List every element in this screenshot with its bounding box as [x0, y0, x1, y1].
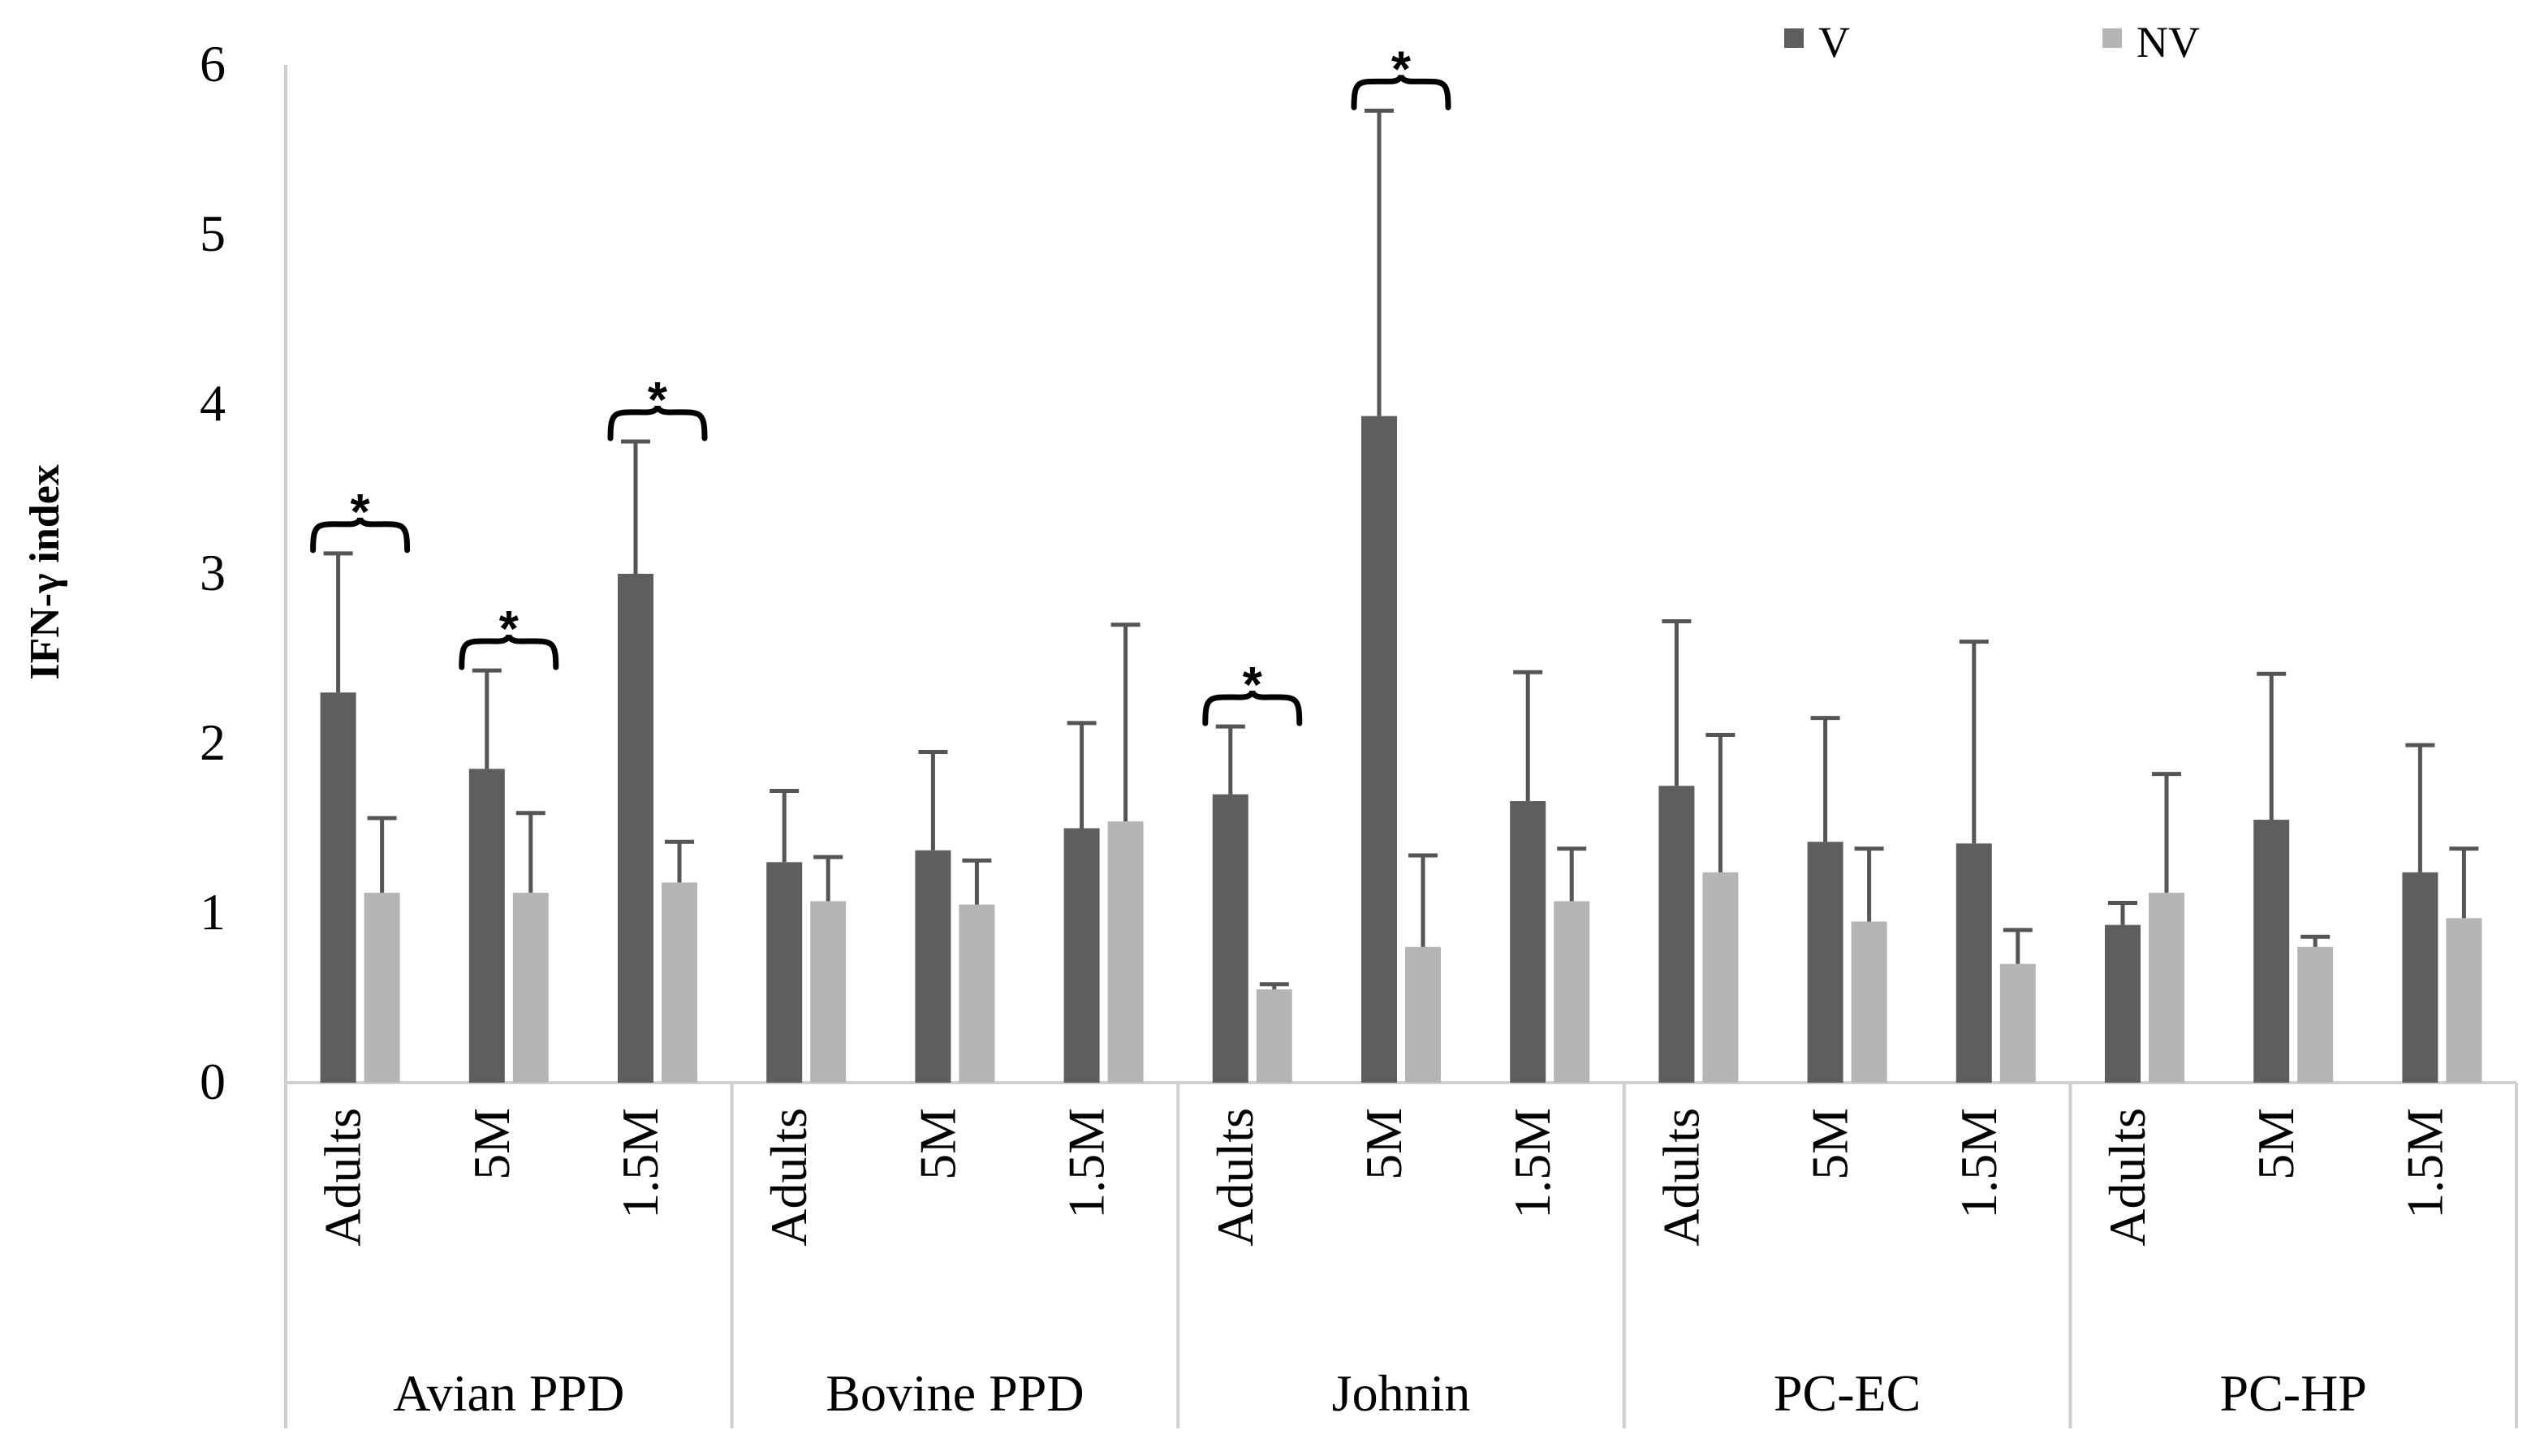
y-tick-label: 6 — [200, 35, 226, 93]
legend-label-v: V — [1818, 18, 1850, 67]
group-label: Johnin — [1332, 1364, 1471, 1422]
x-tick-label: Adults — [760, 1108, 817, 1247]
bar-nv — [662, 882, 697, 1083]
significance-bracket — [607, 405, 708, 442]
bar-nv — [1256, 989, 1292, 1083]
y-tick-label: 3 — [200, 544, 226, 601]
legend: V NV — [1784, 18, 2200, 67]
x-tick-label: Adults — [314, 1108, 372, 1247]
significance-star: * — [1391, 41, 1412, 97]
legend-swatch-nv — [2102, 28, 2122, 48]
bar-v — [915, 850, 951, 1083]
x-tick-label: 1.5M — [2395, 1108, 2453, 1219]
bar-v — [2105, 924, 2141, 1083]
significance-star: * — [499, 601, 520, 657]
group-label: Avian PPD — [393, 1364, 624, 1422]
significance-annotations: * * * * * — [310, 41, 1451, 726]
y-axis-label: IFN-γ index — [22, 464, 68, 680]
bar-v — [1955, 843, 1992, 1083]
x-tick-label: Adults — [1206, 1108, 1264, 1247]
bar-nv — [364, 892, 400, 1083]
legend-label-nv: NV — [2137, 18, 2200, 67]
x-tick-label: 5M — [463, 1108, 520, 1180]
bar-v — [766, 862, 803, 1083]
significance-bracket — [1351, 74, 1451, 110]
significance-bracket — [1202, 690, 1303, 726]
axes — [284, 65, 2518, 1428]
bar-nv — [2446, 918, 2482, 1083]
y-tick-label: 0 — [200, 1053, 226, 1110]
bar-nv — [1107, 821, 1144, 1083]
bar-nv — [1702, 872, 1739, 1083]
bar-nv — [1999, 963, 2036, 1083]
bar-nv — [512, 892, 549, 1083]
bar-nv — [959, 904, 995, 1083]
significance-bracket — [310, 517, 411, 554]
bars — [320, 416, 2482, 1083]
y-tick-label: 4 — [200, 374, 226, 432]
x-tick-label: 5M — [2247, 1108, 2305, 1180]
significance-star: * — [648, 373, 668, 429]
bar-v — [2402, 872, 2438, 1083]
bar-v — [1807, 842, 1843, 1083]
group-label: PC-HP — [2219, 1364, 2366, 1422]
bar-v — [1063, 828, 1100, 1083]
x-tick-label: Adults — [1652, 1108, 1710, 1247]
bar-v — [618, 574, 653, 1083]
x-tick-label: 1.5M — [1058, 1108, 1115, 1219]
y-tick-label: 2 — [200, 713, 226, 771]
x-tick-label: 5M — [1801, 1108, 1859, 1180]
bar-nv — [2149, 892, 2184, 1083]
bar-v — [1658, 786, 1695, 1083]
y-tick-label: 5 — [200, 205, 226, 262]
significance-star: * — [1243, 657, 1263, 713]
bar-v — [468, 769, 505, 1083]
legend-swatch-v — [1784, 28, 1804, 48]
bar-v — [320, 692, 356, 1083]
x-tick-label: 1.5M — [1503, 1108, 1561, 1219]
bar-v — [2253, 820, 2290, 1083]
group-label: Bovine PPD — [826, 1364, 1084, 1422]
bar-nv — [1554, 901, 1590, 1083]
bar-nv — [1851, 921, 1887, 1083]
significance-bracket — [459, 634, 559, 670]
bar-nv — [1405, 946, 1441, 1083]
bar-nv — [2297, 946, 2334, 1083]
bar-v — [1361, 416, 1397, 1083]
x-tick-label: 5M — [1355, 1108, 1412, 1180]
y-tick-label: 1 — [200, 883, 226, 941]
significance-star: * — [351, 485, 371, 541]
bar-v — [1510, 801, 1546, 1083]
x-tick-label: 1.5M — [611, 1108, 669, 1219]
x-tick-label: 1.5M — [1950, 1108, 2007, 1219]
bar-nv — [810, 901, 847, 1083]
x-tick-label: 5M — [908, 1108, 966, 1180]
tick-labels: 0 1 2 3 4 5 6 Avian PPD Adults 5M 1.5M Bovine PPD Ad… — [200, 35, 2453, 1422]
error-bars — [323, 108, 2479, 990]
bar-v — [1212, 794, 1248, 1083]
group-label: PC-EC — [1774, 1364, 1921, 1422]
x-tick-label: Adults — [2098, 1108, 2156, 1247]
